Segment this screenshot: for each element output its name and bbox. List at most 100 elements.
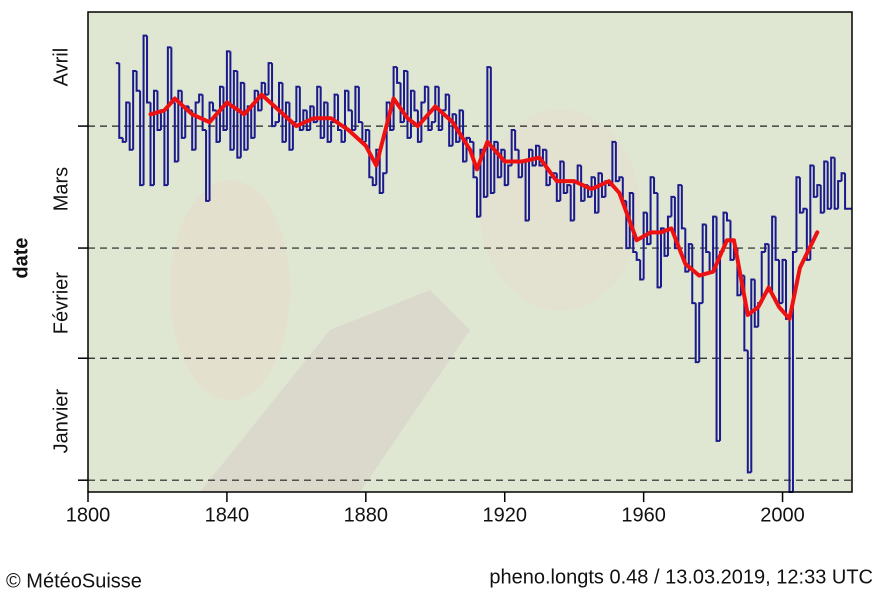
annual-step (295, 85, 300, 123)
annual-step (198, 93, 203, 103)
trend-line (148, 92, 820, 321)
annual-step (371, 177, 377, 187)
annual-step (576, 164, 582, 182)
annual-step (670, 195, 675, 217)
annual-step (632, 192, 637, 253)
annual-step (475, 177, 481, 218)
annual-step (691, 244, 696, 305)
annual-step (323, 101, 328, 138)
annual-step (795, 176, 800, 252)
annual-step (208, 101, 214, 201)
annual-step (653, 177, 658, 194)
annual-step (750, 278, 755, 473)
annual-step (326, 102, 332, 143)
background-bud (480, 110, 640, 310)
annual-step (121, 137, 127, 143)
annual-step (462, 110, 467, 163)
annual-step (635, 252, 641, 261)
y-tick-label: Février (50, 272, 72, 335)
annual-step (559, 160, 564, 201)
annual-step (764, 243, 769, 252)
annual-step (212, 102, 217, 112)
annual-step (128, 102, 134, 151)
annual-step (500, 148, 505, 178)
annual-step (680, 185, 686, 230)
annual-step (298, 86, 304, 132)
annual-step (455, 114, 460, 143)
annual-step (309, 105, 314, 131)
annual-step (312, 106, 318, 124)
annual-step (423, 85, 429, 103)
annual-step (830, 156, 835, 209)
annual-step (844, 173, 849, 210)
annual-step (284, 101, 290, 142)
annual-step (729, 220, 734, 261)
y-axis-title: date (10, 237, 32, 278)
annual-step (812, 165, 818, 198)
annual-step (642, 211, 648, 280)
annual-step (437, 86, 443, 132)
annual-step (399, 82, 405, 124)
annual-step (177, 89, 182, 162)
annual-step (239, 81, 245, 158)
annual-step (489, 67, 495, 194)
annual-step (687, 243, 693, 272)
annual-step (562, 161, 568, 194)
annual-step (819, 185, 825, 214)
y-tick-label: Janvier (50, 389, 72, 454)
annual-step (816, 184, 821, 197)
annual-step (684, 228, 689, 273)
annual-step (378, 149, 384, 194)
annual-step (833, 157, 839, 210)
annual-step (191, 110, 196, 151)
annual-step (753, 279, 759, 328)
annual-step (152, 89, 158, 186)
annual-step (146, 35, 151, 104)
annual-step (746, 350, 752, 474)
annual-step (660, 227, 665, 288)
annual-step (666, 215, 672, 256)
annual-step (798, 177, 804, 214)
annual-step (823, 160, 828, 213)
annual-step (173, 102, 179, 163)
annual-step (507, 164, 512, 186)
annual-step (215, 110, 220, 143)
annual-step (725, 212, 731, 222)
annual-step (427, 86, 432, 132)
annual-step (649, 176, 655, 245)
annual-step (528, 148, 533, 221)
annual-step (253, 89, 259, 138)
annual-step (639, 259, 644, 281)
x-tick-label: 1840 (205, 504, 250, 526)
annual-step (340, 130, 345, 143)
annual-step (368, 130, 373, 179)
annual-step (465, 136, 470, 162)
annual-step (701, 223, 707, 304)
annual-step (597, 172, 602, 213)
annual-step (805, 208, 811, 261)
annual-step (566, 184, 571, 193)
annual-step (347, 90, 352, 112)
annual-step (163, 110, 168, 187)
annual-step (663, 228, 668, 257)
x-tick-label: 1960 (621, 504, 666, 526)
annual-step (712, 215, 717, 272)
annual-step (267, 62, 273, 95)
annual-step (354, 85, 359, 131)
annual-step (469, 137, 474, 143)
annual-step (677, 184, 682, 249)
annual-step (420, 101, 425, 142)
annual-step (430, 121, 436, 131)
annual-step (698, 302, 703, 363)
x-tick-label: 2000 (760, 504, 805, 526)
annual-step (271, 63, 276, 128)
annual-step (385, 101, 391, 174)
annual-step (201, 94, 207, 132)
annual-step (809, 164, 814, 260)
annual-step (493, 140, 498, 193)
annual-step (194, 101, 200, 150)
annual-step (611, 140, 616, 186)
annual-step (139, 90, 144, 187)
annual-step (694, 303, 700, 364)
